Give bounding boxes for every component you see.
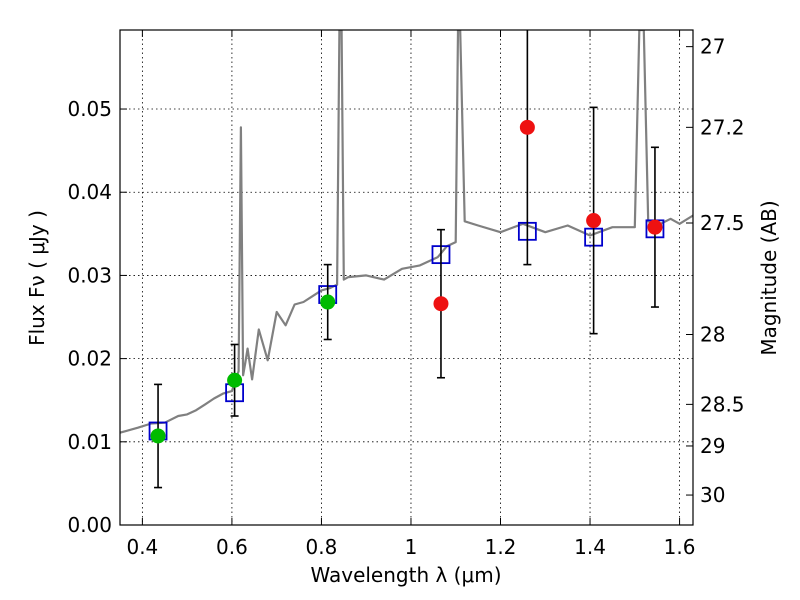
y-tick-label: 0.03: [67, 263, 112, 287]
y2-tick-label: 30: [700, 483, 725, 507]
x-tick-label: 0.6: [216, 535, 248, 559]
plot-background: [120, 30, 693, 525]
y2-axis-label: Magnitude (AB): [757, 200, 781, 355]
data-marks: [148, 30, 665, 489]
y-tick-label: 0.02: [67, 347, 112, 371]
photometry-point: [586, 213, 602, 229]
y-tick-label: 0.04: [67, 180, 112, 204]
photometry-point: [433, 296, 449, 312]
x-tick-label: 0.8: [306, 535, 338, 559]
y2-tick-label: 29: [700, 434, 725, 458]
axis-ticks: 0.4 0.6 0.8 1 1.2 1.4 1.6 0.00 0.01 0.02 0.03 0.04 0…: [67, 30, 745, 559]
y2-tick-label: 27: [700, 35, 725, 59]
photometry-point: [320, 294, 336, 310]
y2-tick-label: 28: [700, 322, 725, 346]
plot-area: [120, 30, 693, 489]
photometry-point: [647, 219, 663, 235]
x-tick-label: 1: [405, 535, 418, 559]
y-axis-label: Flux Fν ( μJy ): [25, 210, 49, 346]
x-tick-label: 1.4: [574, 535, 606, 559]
y-tick-label: 0.00: [67, 513, 112, 537]
x-tick-label: 1.6: [664, 535, 696, 559]
y2-tick-label: 27.2: [700, 115, 745, 139]
x-tick-label: 1.2: [485, 535, 517, 559]
photometry-point: [227, 372, 243, 388]
x-axis-label: Wavelength λ (μm): [310, 563, 501, 587]
photometry-point: [519, 119, 535, 135]
y-tick-label: 0.05: [67, 97, 112, 121]
y2-tick-label: 27.5: [700, 211, 745, 235]
photometry-point: [150, 428, 166, 444]
y-tick-label: 0.01: [67, 430, 112, 454]
plot-frame: [119, 29, 694, 526]
spectrum-line: [120, 30, 693, 434]
y2-tick-label: 28.5: [700, 392, 745, 416]
x-tick-label: 0.4: [126, 535, 158, 559]
grid-lines: [120, 30, 693, 525]
